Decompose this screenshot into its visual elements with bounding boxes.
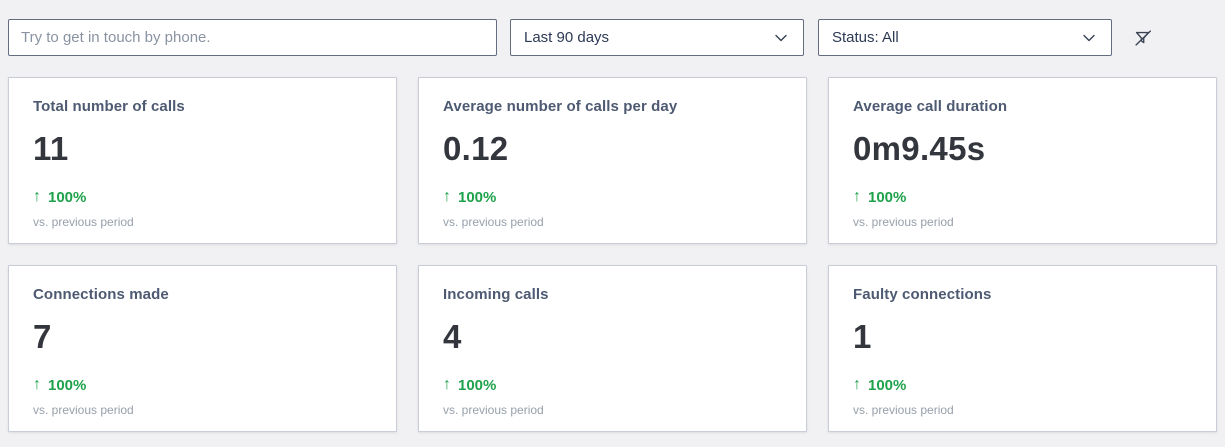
delta-value: 100% <box>458 376 497 394</box>
delta-badge: ↑ 100% <box>853 188 1192 206</box>
chevron-down-icon <box>1083 34 1095 41</box>
arrow-up-icon: ↑ <box>853 376 861 393</box>
delta-badge: ↑ 100% <box>443 188 782 206</box>
card-title: Faulty connections <box>853 286 992 303</box>
delta-value: 100% <box>48 188 87 206</box>
stat-card-connections-made: Connections made 7 ↑ 100% vs. previous p… <box>8 265 397 432</box>
stat-card-faulty-connections: Faulty connections 1 ↑ 100% vs. previous… <box>828 265 1217 432</box>
stat-card-avg-calls-per-day: Average number of calls per day 0.12 ↑ 1… <box>418 77 807 244</box>
date-range-select[interactable]: Last 90 days <box>510 19 804 56</box>
card-value: 0m9.45s <box>853 130 986 167</box>
stat-card-avg-call-duration: Average call duration 0m9.45s ↑ 100% vs.… <box>828 77 1217 244</box>
comparison-label: vs. previous period <box>853 403 954 417</box>
filter-bar: Last 90 days Status: All <box>8 19 1217 56</box>
arrow-up-icon: ↑ <box>443 188 451 205</box>
card-title: Average number of calls per day <box>443 98 678 115</box>
delta-value: 100% <box>458 188 497 206</box>
comparison-label: vs. previous period <box>853 215 954 229</box>
card-value: 7 <box>33 318 52 355</box>
comparison-label: vs. previous period <box>33 215 134 229</box>
arrow-up-icon: ↑ <box>443 376 451 393</box>
card-value: 1 <box>853 318 872 355</box>
delta-value: 100% <box>868 376 907 394</box>
stat-card-incoming-calls: Incoming calls 4 ↑ 100% vs. previous per… <box>418 265 807 432</box>
date-range-select-value: Last 90 days <box>524 29 610 46</box>
comparison-label: vs. previous period <box>443 215 544 229</box>
stat-card-total-calls: Total number of calls 11 ↑ 100% vs. prev… <box>8 77 397 244</box>
delta-value: 100% <box>48 376 87 394</box>
stats-grid: Total number of calls 11 ↑ 100% vs. prev… <box>8 77 1217 432</box>
delta-value: 100% <box>868 188 907 206</box>
comparison-label: vs. previous period <box>443 403 544 417</box>
card-value: 4 <box>443 318 462 355</box>
status-select-value: Status: All <box>832 29 899 46</box>
clear-filters-button[interactable] <box>1129 24 1157 52</box>
filter-off-icon <box>1135 29 1152 46</box>
arrow-up-icon: ↑ <box>33 376 41 393</box>
card-value: 11 <box>33 130 69 167</box>
card-title: Average call duration <box>853 98 1008 115</box>
search-input[interactable] <box>8 19 497 56</box>
comparison-label: vs. previous period <box>33 403 134 417</box>
arrow-up-icon: ↑ <box>33 188 41 205</box>
delta-badge: ↑ 100% <box>443 376 782 394</box>
arrow-up-icon: ↑ <box>853 188 861 205</box>
delta-badge: ↑ 100% <box>33 188 372 206</box>
delta-badge: ↑ 100% <box>853 376 1192 394</box>
chevron-down-icon <box>775 34 787 41</box>
card-value: 0.12 <box>443 130 509 167</box>
delta-badge: ↑ 100% <box>33 376 372 394</box>
dashboard-page: Last 90 days Status: All Total number of… <box>8 19 1217 432</box>
card-title: Total number of calls <box>33 98 185 115</box>
status-select[interactable]: Status: All <box>818 19 1112 56</box>
card-title: Incoming calls <box>443 286 549 303</box>
card-title: Connections made <box>33 286 169 303</box>
